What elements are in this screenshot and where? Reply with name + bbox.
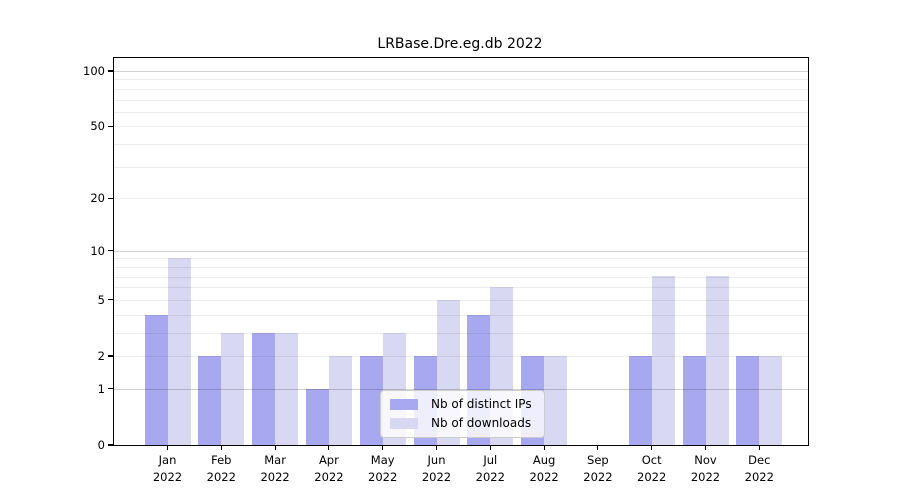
legend-swatch-downloads <box>390 418 418 429</box>
x-tick-label: Mar 2022 <box>260 453 290 484</box>
y-tick-label: 20 <box>90 191 105 206</box>
x-tick <box>435 445 438 450</box>
bar-distinct-ips-nov <box>682 355 706 445</box>
bar-downloads-aug <box>544 355 568 445</box>
bar-distinct-ips-feb <box>198 355 222 445</box>
gridline <box>114 287 808 289</box>
x-tick <box>704 445 707 450</box>
x-tick-label: Jul 2022 <box>475 453 505 484</box>
x-tick <box>651 445 653 450</box>
bar-distinct-ips-apr <box>305 388 329 445</box>
gridline <box>114 356 808 357</box>
x-tick <box>166 445 169 450</box>
x-tick-label: Feb 2022 <box>206 453 236 484</box>
y-tick <box>108 299 113 301</box>
y-tick <box>108 444 113 446</box>
chart-title: LRBase.Dre.eg.db 2022 <box>377 36 543 52</box>
bar-distinct-ips-dec <box>736 355 760 445</box>
gridline <box>114 266 808 268</box>
x-tick <box>274 445 276 450</box>
x-tick <box>543 445 545 450</box>
y-tick-label: 2 <box>97 348 105 363</box>
gridline <box>114 388 808 390</box>
x-tick-label: Nov 2022 <box>690 453 721 484</box>
y-tick-label: 100 <box>83 63 105 78</box>
gridline <box>114 299 808 301</box>
y-tick <box>108 197 113 199</box>
x-tick-label: Sep 2022 <box>583 453 613 484</box>
gridline <box>114 250 808 252</box>
gridline <box>114 332 808 334</box>
x-tick-label: Jan 2022 <box>152 453 183 484</box>
x-tick <box>758 445 760 450</box>
gridline <box>114 71 808 72</box>
gridline <box>114 198 808 200</box>
x-tick <box>328 445 330 450</box>
y-tick <box>108 70 113 72</box>
y-tick <box>108 250 113 252</box>
gridline <box>114 99 808 101</box>
legend-label-downloads: Nb of downloads <box>431 416 532 430</box>
x-tick-label: Jun 2022 <box>421 453 452 484</box>
x-tick <box>220 445 222 450</box>
bar-downloads-apr <box>328 355 352 445</box>
gridline <box>114 144 808 145</box>
bar-distinct-ips-oct <box>628 355 652 445</box>
x-tick <box>489 445 491 450</box>
bar-downloads-feb <box>221 332 245 445</box>
y-tick-label: 10 <box>90 243 105 258</box>
bar-distinct-ips-mar <box>252 332 276 445</box>
gridline <box>114 88 808 90</box>
gridline <box>114 166 808 168</box>
y-tick <box>108 125 113 127</box>
legend-item-distinct-ips: Nb of distinct IPs <box>390 398 532 411</box>
plot-area: Nb of distinct IPs Nb of downloads 0 1 2 5 1… <box>83 57 809 484</box>
y-tick <box>108 388 113 390</box>
gridline <box>114 314 808 316</box>
y-tick-label: 50 <box>90 119 105 134</box>
x-tick-label: Oct 2022 <box>637 453 667 484</box>
x-tick <box>382 445 384 450</box>
legend-swatch-distinct-ips <box>390 399 418 410</box>
gridline <box>114 258 808 260</box>
legend-item-downloads: Nb of downloads <box>390 417 532 430</box>
bar-downloads-dec <box>759 355 783 445</box>
legend: Nb of distinct IPs Nb of downloads <box>380 390 545 438</box>
gridline <box>114 111 808 113</box>
x-tick-label: Dec 2022 <box>744 453 774 484</box>
y-tick-label: 0 <box>97 438 105 452</box>
x-tick-label: May 2022 <box>368 453 398 484</box>
bar-downloads-oct <box>651 276 675 445</box>
bar-distinct-ips-may <box>359 355 383 445</box>
legend-label-distinct-ips: Nb of distinct IPs <box>431 397 532 411</box>
bar-distinct-ips-jan <box>144 314 168 445</box>
x-tick <box>597 445 599 450</box>
x-tick-label: Apr 2022 <box>314 453 344 484</box>
bar-downloads-jan <box>167 258 191 445</box>
gridline <box>114 126 808 128</box>
bar-downloads-mar <box>275 332 299 445</box>
gridline <box>114 276 808 278</box>
y-tick-label: 5 <box>97 292 105 307</box>
x-tick-label: Aug 2022 <box>529 453 559 484</box>
y-tick <box>108 355 113 357</box>
bar-downloads-nov <box>705 276 729 445</box>
y-tick-label: 1 <box>97 381 105 396</box>
gridline <box>114 79 808 81</box>
